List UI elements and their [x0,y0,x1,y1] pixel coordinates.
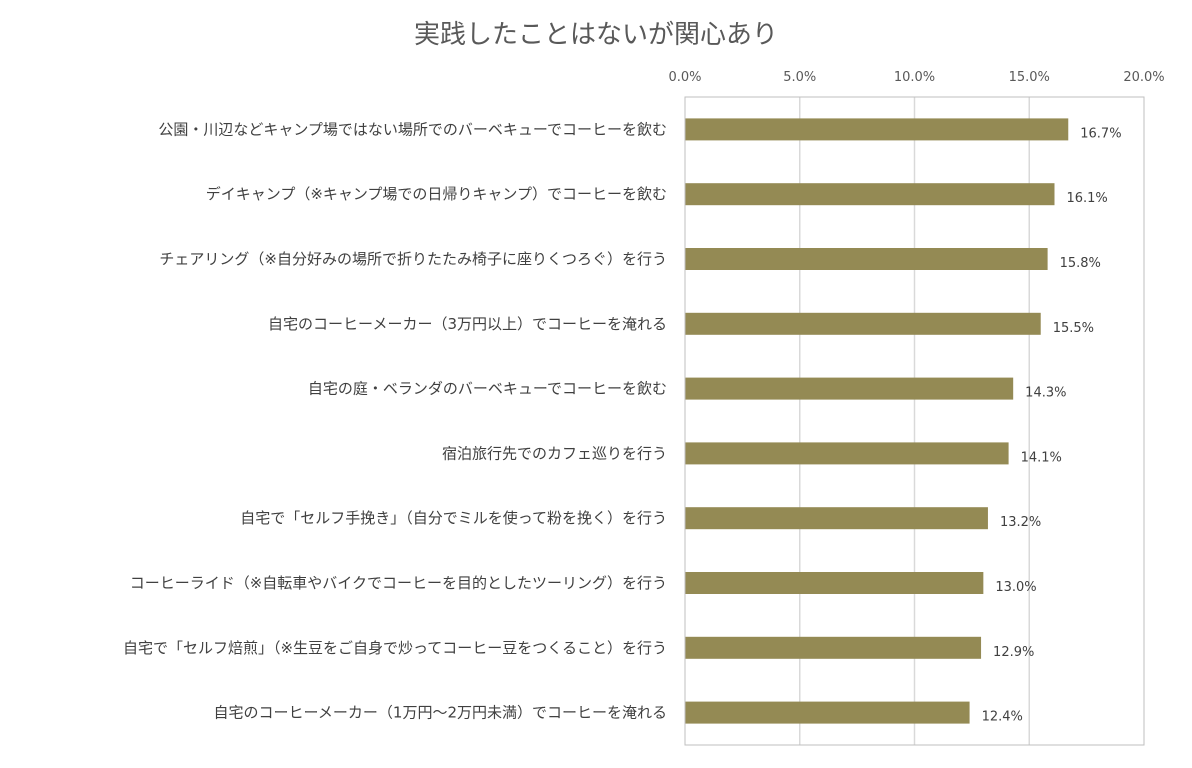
category-label: 自宅の庭・ベランダのバーベキューでコーヒーを飲む [308,380,667,398]
category-label: コーヒーライド（※自転車やバイクでコーヒーを目的としたツーリング）を行う [130,574,667,592]
chart-title: 実践したことはないが関心あり [413,20,778,50]
data-label: 12.4% [982,710,1023,725]
data-label: 16.7% [1080,126,1121,141]
category-label: 宿泊旅行先でのカフェ巡りを行う [442,444,667,462]
category-label: 自宅のコーヒーメーカー（1万円～2万円未満）でコーヒーを淹れる [214,704,668,722]
data-label: 16.1% [1066,191,1107,206]
bar [685,701,970,724]
bar [685,377,1014,400]
x-axis-ticks: 0.0% 5.0% 10.0% 15.0% 20.0% [668,70,1164,85]
bar [685,118,1069,141]
bar [685,183,1055,206]
bar [685,636,982,659]
x-tick-label: 0.0% [668,70,701,85]
data-label: 13.0% [995,580,1036,595]
data-label: 14.1% [1021,450,1062,465]
x-tick-label: 10.0% [894,70,935,85]
bars [685,118,1069,724]
data-label: 13.2% [1000,515,1041,530]
category-label: 公園・川辺などキャンプ場ではない場所でのバーベキューでコーヒーを飲む [158,120,667,138]
category-label: 自宅のコーヒーメーカー（3万円以上）でコーヒーを淹れる [268,315,667,333]
category-labels: 公園・川辺などキャンプ場ではない場所でのバーベキューでコーヒーを飲むデイキャンプ… [123,120,667,721]
plot-area-frame [684,96,1145,746]
x-tick-label: 5.0% [783,70,816,85]
bar [685,507,988,530]
category-label: デイキャンプ（※キャンプ場での日帰りキャンプ）でコーヒーを飲む [206,185,667,203]
x-tick-label: 15.0% [1009,70,1050,85]
data-label: 14.3% [1025,386,1066,401]
data-label: 15.8% [1060,256,1101,271]
bar [685,572,984,594]
x-tick-label: 20.0% [1123,70,1164,85]
bar [685,442,1009,465]
data-label: 15.5% [1053,321,1094,336]
bar [685,312,1041,335]
data-label: 12.9% [993,645,1034,660]
data-labels: 16.7% 16.1% 15.8% 15.5% 14.3% 14.1% 13.2% 13.0%… [982,126,1122,724]
bar [685,248,1048,270]
category-label: 自宅で「セルフ焙煎」（※生豆をご自身で炒ってコーヒー豆をつくること）を行う [123,639,667,657]
category-label: チェアリング（※自分好みの場所で折りたたみ椅子に座りくつろぐ）を行う [159,250,667,268]
category-label: 自宅で「セルフ手挽き」（自分でミルを使って粉を挽く）を行う [240,509,667,527]
